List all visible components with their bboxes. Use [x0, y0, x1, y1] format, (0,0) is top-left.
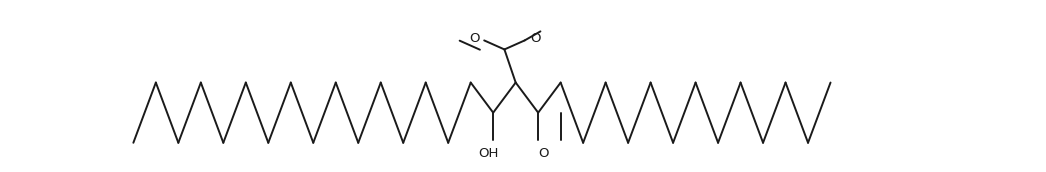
Text: OH: OH — [478, 147, 498, 160]
Text: O: O — [530, 32, 541, 45]
Text: O: O — [538, 147, 549, 160]
Text: O: O — [470, 32, 480, 45]
